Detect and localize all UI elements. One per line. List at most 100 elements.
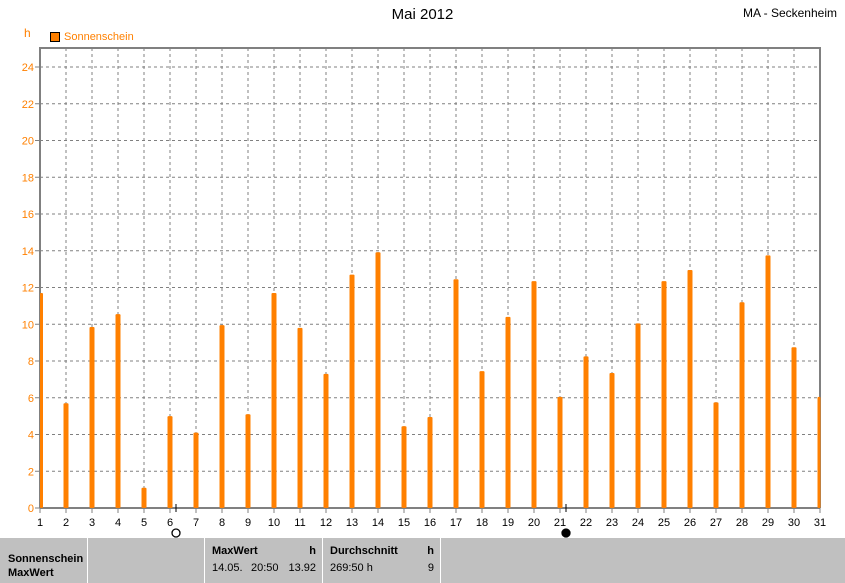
bar-day-17 bbox=[453, 279, 459, 508]
y-tick-label: 24 bbox=[22, 62, 34, 74]
y-tick-label: 2 bbox=[28, 466, 34, 478]
max-value: 13.92 bbox=[288, 562, 316, 574]
x-tick-label: 31 bbox=[814, 517, 826, 529]
bar-day-16 bbox=[427, 417, 433, 508]
bar-day-26 bbox=[687, 270, 693, 508]
station-name: MA - Seckenheim bbox=[742, 6, 837, 20]
full-moon-icon bbox=[171, 528, 181, 538]
bar-day-19 bbox=[505, 316, 511, 508]
y-tick-label: 12 bbox=[22, 283, 34, 295]
legend-swatch bbox=[50, 32, 60, 42]
row-label-cell: Sonnenschein MaxWert bbox=[0, 538, 88, 583]
chart-title: Mai 2012 bbox=[391, 6, 454, 23]
bar-day-4 bbox=[115, 314, 121, 508]
x-tick-label: 22 bbox=[580, 517, 592, 529]
avg-header: Durchschnitt bbox=[330, 545, 398, 557]
x-tick-label: 2 bbox=[63, 517, 69, 529]
x-tick-label: 3 bbox=[89, 517, 95, 529]
bar-day-3 bbox=[89, 327, 95, 508]
x-tick-label: 8 bbox=[219, 517, 225, 529]
x-tick-label: 13 bbox=[346, 517, 358, 529]
row-label: Sonnenschein bbox=[8, 553, 84, 565]
y-tick-label: 4 bbox=[28, 430, 34, 442]
bar-day-7 bbox=[193, 432, 199, 508]
bar-day-20 bbox=[531, 281, 537, 508]
maxwert-cell: MaxWert h 14.05. 20:50 13.92 bbox=[205, 538, 323, 583]
avg-unit: h bbox=[427, 545, 434, 557]
bar-day-23 bbox=[609, 372, 615, 508]
x-tick-label: 16 bbox=[424, 517, 436, 529]
summary-panel: Sonnenschein MaxWert MaxWert h 14.05. 20… bbox=[0, 538, 845, 583]
bar-day-27 bbox=[713, 402, 719, 508]
x-tick-label: 29 bbox=[762, 517, 774, 529]
x-tick-label: 19 bbox=[502, 517, 514, 529]
bar-day-9 bbox=[245, 414, 251, 508]
x-tick-label: 24 bbox=[632, 517, 644, 529]
bar-day-11 bbox=[297, 327, 303, 508]
bar-day-30 bbox=[791, 347, 797, 508]
x-tick-label: 20 bbox=[528, 517, 540, 529]
bar-day-2 bbox=[63, 403, 69, 508]
x-tick-label: 5 bbox=[141, 517, 147, 529]
bar-day-1 bbox=[40, 293, 43, 508]
x-tick-label: 26 bbox=[684, 517, 696, 529]
y-tick-label: 0 bbox=[28, 503, 34, 515]
y-tick-label: 6 bbox=[28, 393, 34, 405]
y-tick-label: 10 bbox=[22, 319, 34, 331]
y-tick-label: 16 bbox=[22, 209, 34, 221]
max-time: 20:50 bbox=[251, 562, 279, 574]
x-tick-label: 6 bbox=[167, 517, 173, 529]
x-tick-label: 10 bbox=[268, 517, 280, 529]
x-tick-label: 11 bbox=[294, 517, 305, 529]
x-tick-label: 21 bbox=[554, 517, 566, 529]
bar-day-28 bbox=[739, 302, 745, 508]
y-tick-label: 22 bbox=[22, 99, 34, 111]
durchschnitt-cell: Durchschnitt h 269:50 h 9 bbox=[323, 538, 441, 583]
max-unit: h bbox=[309, 545, 316, 557]
bar-day-6 bbox=[167, 416, 173, 508]
x-tick-label: 15 bbox=[398, 517, 410, 529]
bar-day-25 bbox=[661, 281, 667, 508]
x-tick-label: 27 bbox=[710, 517, 722, 529]
max-header: MaxWert bbox=[212, 545, 258, 557]
bar-day-14 bbox=[375, 252, 381, 508]
x-tick-label: 23 bbox=[606, 517, 618, 529]
bar-day-10 bbox=[271, 293, 277, 508]
x-tick-label: 7 bbox=[193, 517, 199, 529]
x-tick-label: 18 bbox=[476, 517, 488, 529]
y-tick-label: 18 bbox=[22, 172, 34, 184]
bar-day-13 bbox=[349, 274, 355, 508]
bar-day-5 bbox=[141, 487, 147, 508]
max-date: 14.05. bbox=[212, 562, 243, 574]
y-tick-label: 20 bbox=[22, 136, 34, 148]
bar-day-8 bbox=[219, 325, 225, 508]
x-tick-label: 28 bbox=[736, 517, 748, 529]
x-tick-label: 14 bbox=[372, 517, 384, 529]
bar-day-15 bbox=[401, 426, 407, 508]
x-tick-label: 25 bbox=[658, 517, 670, 529]
x-tick-label: 1 bbox=[37, 517, 43, 529]
row-label-2: MaxWert bbox=[8, 567, 54, 579]
bar-day-21 bbox=[557, 396, 563, 508]
x-tick-label: 30 bbox=[788, 517, 800, 529]
avg-total: 269:50 h bbox=[330, 562, 373, 574]
legend: Sonnenschein bbox=[50, 31, 134, 43]
plot-frame bbox=[39, 47, 821, 508]
empty-cell bbox=[88, 538, 205, 583]
bar-day-29 bbox=[765, 255, 771, 508]
x-tick-label: 9 bbox=[245, 517, 251, 529]
bar-day-24 bbox=[635, 323, 641, 508]
x-tick-label: 17 bbox=[450, 517, 462, 529]
y-axis-unit: h bbox=[24, 26, 31, 40]
x-tick-label: 12 bbox=[320, 517, 332, 529]
avg-value: 9 bbox=[427, 562, 434, 574]
bar-day-31 bbox=[817, 396, 821, 508]
y-tick-label: 14 bbox=[22, 246, 34, 258]
bar-day-22 bbox=[583, 356, 589, 508]
bar-day-12 bbox=[323, 373, 329, 508]
y-tick-label: 8 bbox=[28, 356, 34, 368]
legend-label: Sonnenschein bbox=[64, 31, 134, 43]
bar-day-18 bbox=[479, 371, 485, 508]
new-moon-icon bbox=[561, 528, 571, 538]
